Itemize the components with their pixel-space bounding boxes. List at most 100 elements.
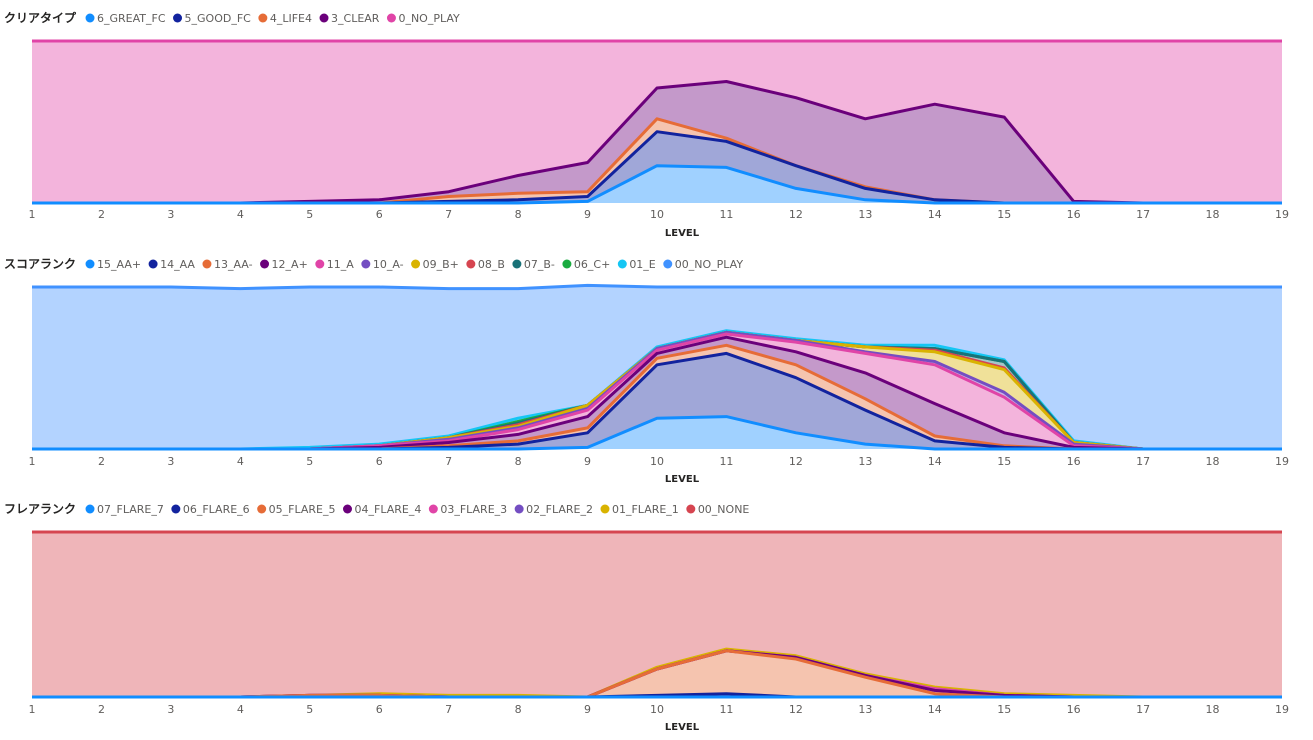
chart-3: フレアランク 07_FLARE_7 06_FLARE_6 05_FLARE_5 04_F… <box>4 502 1289 733</box>
legend-marker-04-flare-4[interactable] <box>343 504 352 514</box>
x-tick-label: 13 <box>858 703 872 716</box>
legend-item-07-flare-7[interactable]: 07_FLARE_7 <box>97 503 164 516</box>
x-tick-label: 13 <box>858 208 872 221</box>
legend-marker-11-a[interactable] <box>315 259 325 269</box>
legend-item-08-b[interactable]: 08_B <box>478 258 505 271</box>
x-tick-label: 2 <box>98 455 105 468</box>
x-tick-label: 8 <box>515 208 522 221</box>
area-05-flare-5[interactable] <box>32 650 1282 697</box>
x-tick-label: 10 <box>650 455 664 468</box>
legend-item-0-no-play[interactable]: 0_NO_PLAY <box>398 12 460 25</box>
area-6-great-fc[interactable] <box>32 165 1282 203</box>
x-tick-label: 16 <box>1067 208 1081 221</box>
x-tick-label: 17 <box>1136 703 1150 716</box>
line-15-aa[interactable] <box>32 415 1282 451</box>
area-14-aa[interactable] <box>32 353 1282 449</box>
x-tick-label: 17 <box>1136 455 1150 468</box>
legend-marker-13-aa[interactable] <box>202 259 212 269</box>
legend-item-5-good-fc[interactable]: 5_GOOD_FC <box>185 12 252 25</box>
x-tick-label: 6 <box>376 703 383 716</box>
x-tick-label: 15 <box>997 208 1011 221</box>
legend-marker-3-clear[interactable] <box>319 13 329 23</box>
x-tick-label: 19 <box>1275 208 1289 221</box>
line-6-great-fc[interactable] <box>32 164 1282 205</box>
area-00-none[interactable] <box>32 532 1282 697</box>
legend-marker-10-a[interactable] <box>361 259 371 269</box>
legend[interactable]: 6_GREAT_FC 5_GOOD_FC 4_LIFE4 3_CLEAR 0_NO_PL… <box>85 12 461 25</box>
x-tick-label: 7 <box>445 208 452 221</box>
legend-marker-00-no-play[interactable] <box>663 259 673 269</box>
legend-item-02-flare-2[interactable]: 02_FLARE_2 <box>526 503 593 516</box>
x-tick-label: 7 <box>445 703 452 716</box>
x-tick-label: 15 <box>997 703 1011 716</box>
x-tick-label: 9 <box>584 208 591 221</box>
legend[interactable]: 07_FLARE_7 06_FLARE_6 05_FLARE_5 04_FLARE_4… <box>85 503 750 516</box>
area-15-aa[interactable] <box>32 416 1282 449</box>
legend-item-09-b[interactable]: 09_B+ <box>423 258 459 271</box>
legend-marker-02-flare-2[interactable] <box>514 504 524 514</box>
x-tick-label: 15 <box>997 455 1011 468</box>
x-tick-label: 17 <box>1136 208 1150 221</box>
legend-marker-07-b[interactable] <box>512 259 522 269</box>
legend-marker-06-c[interactable] <box>562 259 572 269</box>
x-tick-label: 12 <box>789 208 803 221</box>
legend[interactable]: 15_AA+ 14_AA 13_AA- 12_A+ 11_A 10_A- 09_B+ 08_B… <box>85 258 744 271</box>
legend-marker-08-b[interactable] <box>466 259 476 269</box>
legend-marker-15-aa[interactable] <box>85 259 95 269</box>
legend-item-6-great-fc[interactable]: 6_GREAT_FC <box>97 12 166 25</box>
legend-item-4-life4[interactable]: 4_LIFE4 <box>270 12 312 25</box>
legend-marker-01-flare-1[interactable] <box>600 504 610 514</box>
x-tick-label: 11 <box>719 455 733 468</box>
area-12-a[interactable] <box>32 337 1282 449</box>
legend-item-14-aa[interactable]: 14_AA <box>160 258 195 271</box>
legend-item-06-c[interactable]: 06_C+ <box>574 258 610 271</box>
legend-item-01-e[interactable]: 01_E <box>629 258 655 271</box>
legend-item-06-flare-6[interactable]: 06_FLARE_6 <box>183 503 250 516</box>
legend-marker-00-none[interactable] <box>686 504 696 514</box>
area-00-no-play[interactable] <box>32 285 1282 449</box>
x-tick-label: 5 <box>306 208 313 221</box>
legend-item-05-flare-5[interactable]: 05_FLARE_5 <box>269 503 336 516</box>
legend-item-13-aa[interactable]: 13_AA- <box>214 258 253 271</box>
legend-item-10-a[interactable]: 10_A- <box>373 258 404 271</box>
legend-marker-05-flare-5[interactable] <box>257 504 267 514</box>
x-tick-label: 1 <box>29 208 36 221</box>
line-00-no-play[interactable] <box>32 283 1282 291</box>
legend-marker-4-life4[interactable] <box>258 13 268 23</box>
legend-marker-03-flare-3[interactable] <box>428 504 438 514</box>
x-tick-label: 13 <box>858 455 872 468</box>
area-0-no-play[interactable] <box>32 41 1282 203</box>
x-tick-label: 9 <box>584 455 591 468</box>
x-tick-label: 3 <box>167 703 174 716</box>
legend-item-15-aa[interactable]: 15_AA+ <box>97 258 141 271</box>
legend-item-00-none[interactable]: 00_NONE <box>698 503 750 516</box>
x-tick-label: 2 <box>98 208 105 221</box>
legend-marker-0-no-play[interactable] <box>386 13 396 23</box>
legend-item-11-a[interactable]: 11_A <box>327 258 354 271</box>
legend-title: フレアランク <box>4 502 76 516</box>
legend-marker-14-aa[interactable] <box>148 259 158 269</box>
x-axis-title: LEVEL <box>665 722 700 733</box>
legend-item-03-flare-3[interactable]: 03_FLARE_3 <box>440 503 507 516</box>
legend-item-00-no-play[interactable]: 00_NO_PLAY <box>675 258 744 271</box>
legend-marker-6-great-fc[interactable] <box>85 13 95 23</box>
chart-2: スコアランク 15_AA+ 14_AA 13_AA- 12_A+ 11_A 10_A- 09_… <box>4 257 1289 485</box>
legend-item-12-a[interactable]: 12_A+ <box>272 258 308 271</box>
legend-item-3-clear[interactable]: 3_CLEAR <box>331 12 380 25</box>
legend-marker-09-b[interactable] <box>411 259 421 269</box>
legend-marker-5-good-fc[interactable] <box>173 13 183 23</box>
x-tick-label: 11 <box>719 703 733 716</box>
legend-marker-12-a[interactable] <box>260 259 270 269</box>
legend-item-04-flare-4[interactable]: 04_FLARE_4 <box>355 503 422 516</box>
x-tick-label: 7 <box>445 455 452 468</box>
legend-marker-01-e[interactable] <box>617 259 627 269</box>
area-5-good-fc[interactable] <box>32 131 1282 203</box>
chart-1: クリアタイプ 6_GREAT_FC 5_GOOD_FC 4_LIFE4 3_CLEAR 0… <box>4 10 1289 239</box>
x-tick-label: 18 <box>1206 455 1220 468</box>
legend-item-07-b[interactable]: 07_B- <box>524 258 555 271</box>
x-tick-label: 6 <box>376 208 383 221</box>
x-axis-title: LEVEL <box>665 474 700 485</box>
legend-item-01-flare-1[interactable]: 01_FLARE_1 <box>612 503 679 516</box>
legend-marker-07-flare-7[interactable] <box>85 504 95 514</box>
legend-marker-06-flare-6[interactable] <box>171 504 181 514</box>
